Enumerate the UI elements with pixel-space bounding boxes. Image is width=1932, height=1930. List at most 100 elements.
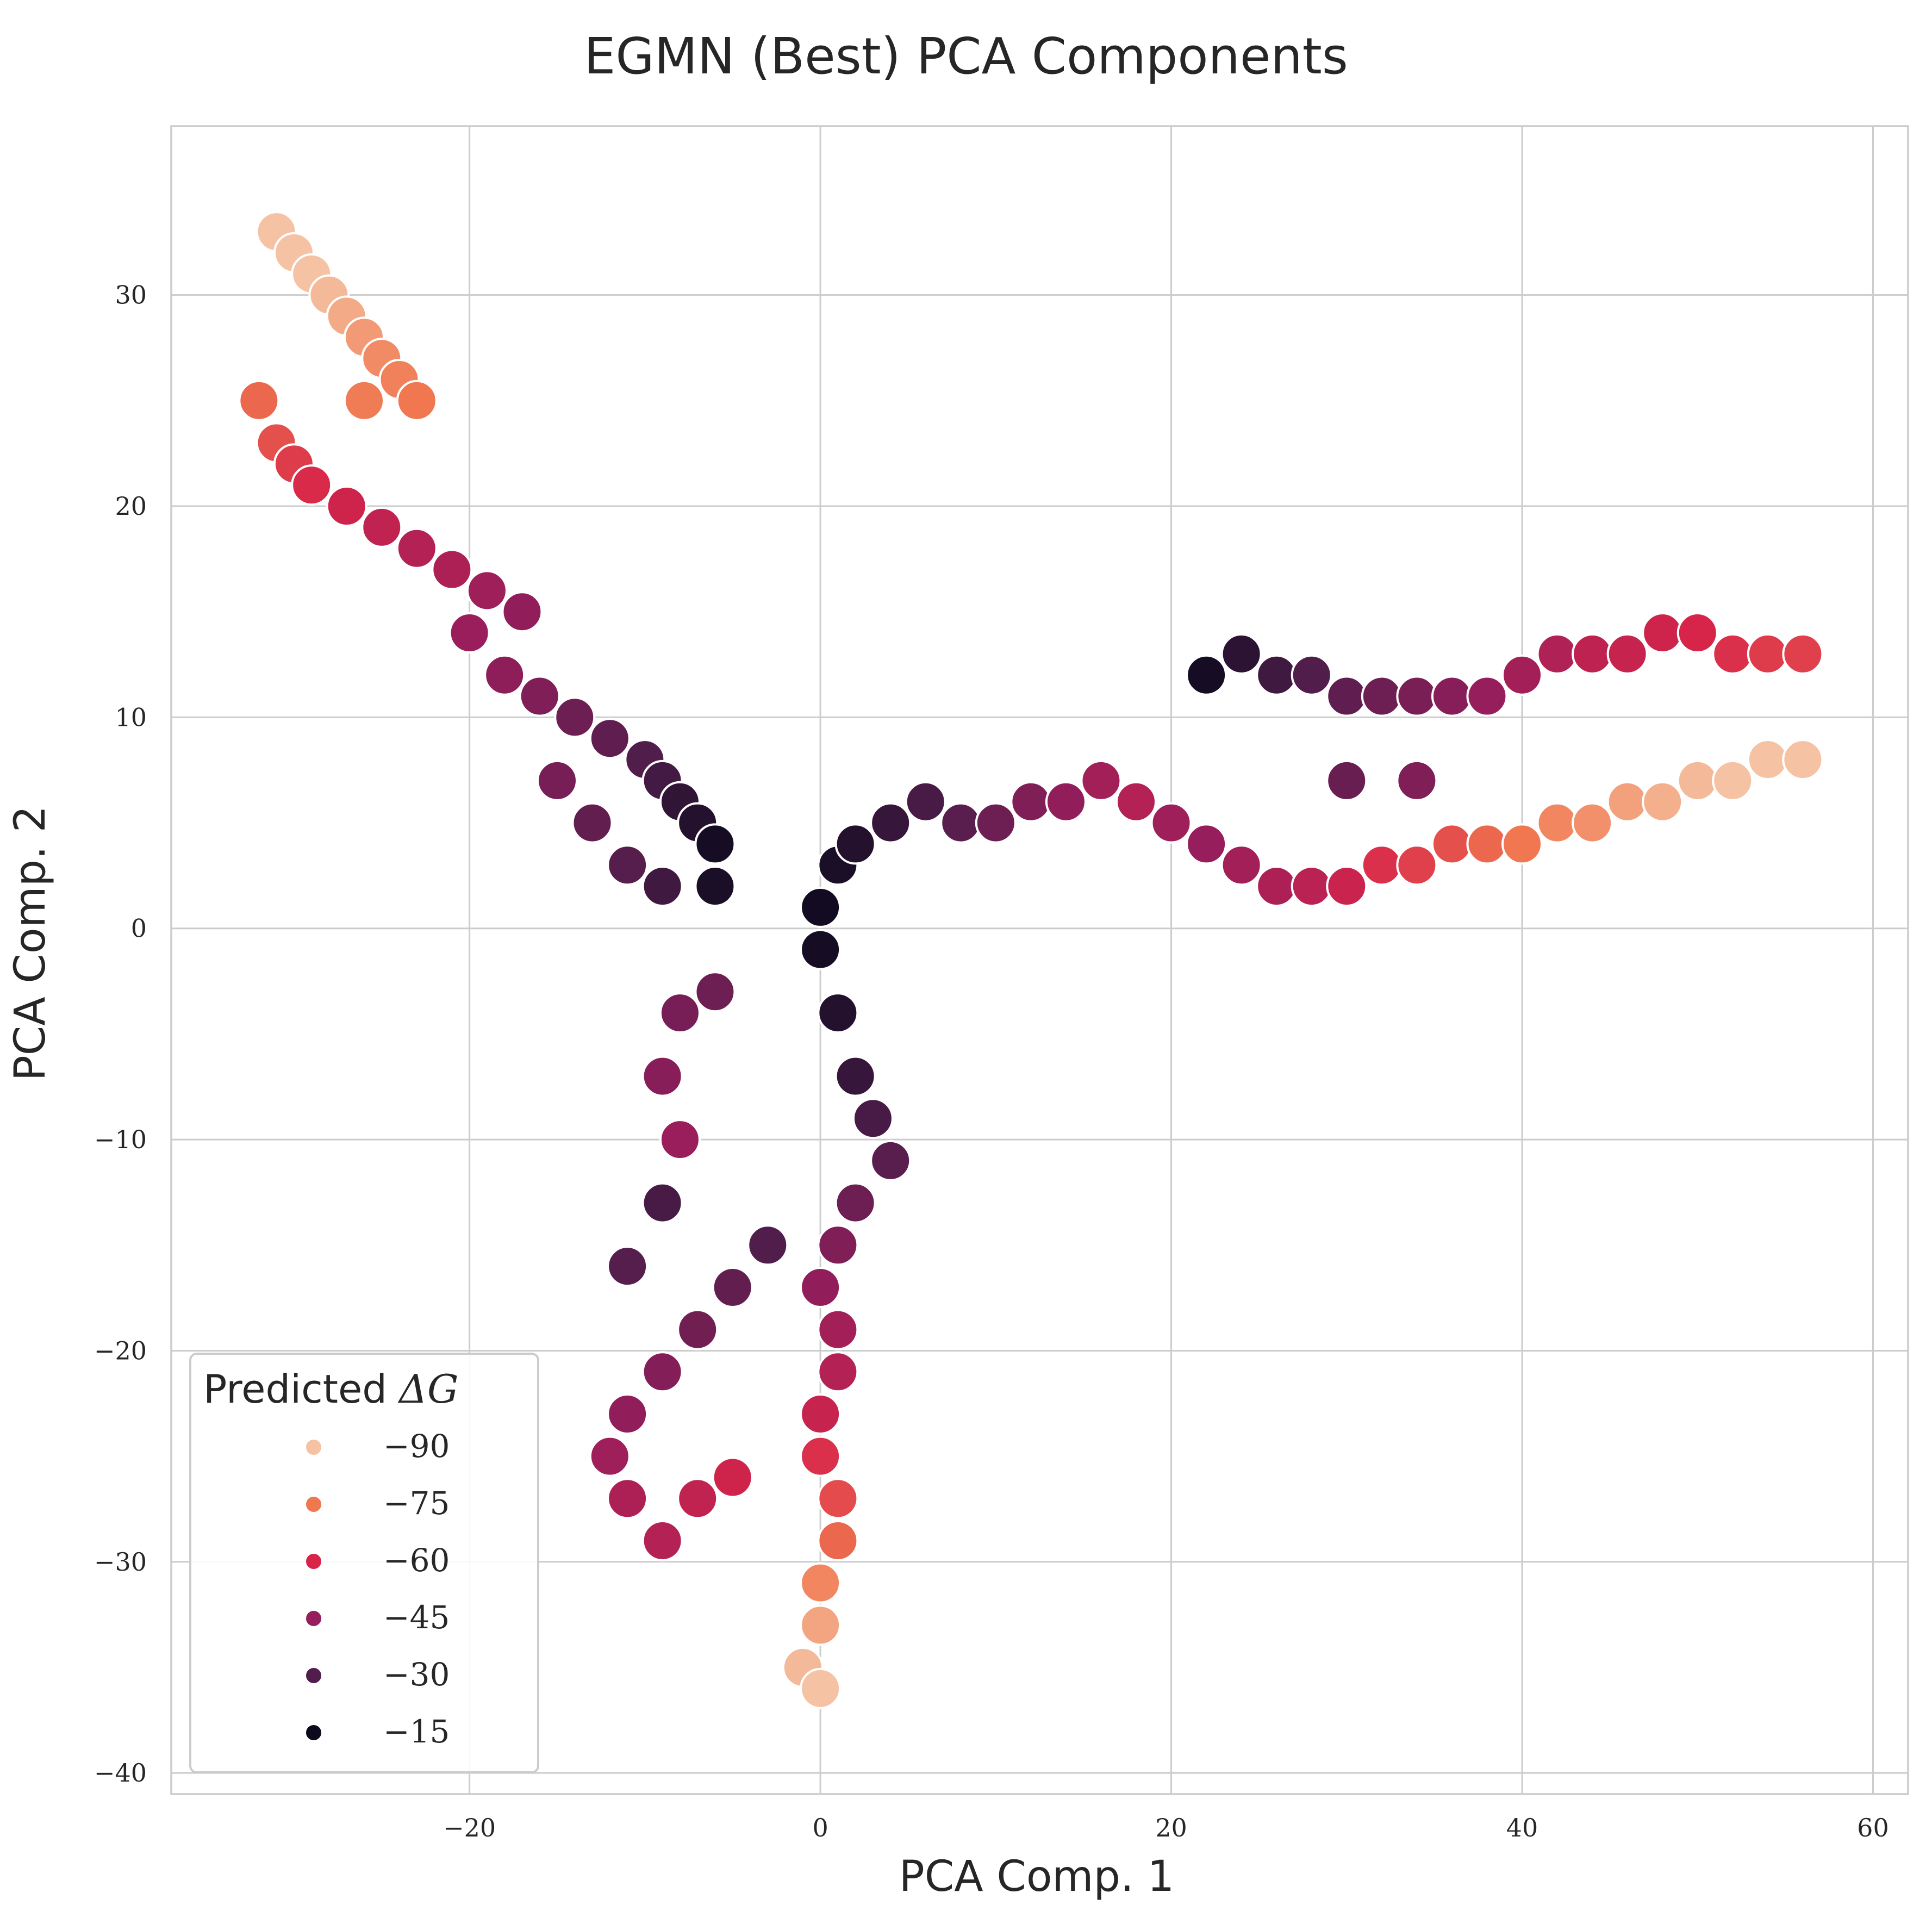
chart-title: EGMN (Best) PCA Components	[584, 27, 1348, 85]
legend-marker	[305, 1610, 322, 1627]
scatter-point	[641, 1182, 683, 1224]
scatter-point	[1642, 781, 1684, 823]
scatter-point	[1572, 633, 1613, 675]
scatter-point	[1782, 739, 1824, 781]
scatter-point	[1747, 633, 1788, 675]
scatter-point	[537, 759, 578, 801]
scatter-point	[448, 612, 490, 654]
scatter-point	[817, 1351, 859, 1393]
scatter-point	[870, 802, 912, 844]
scatter-point	[1712, 633, 1754, 675]
scatter-point	[1572, 802, 1613, 844]
scatter-point	[677, 1309, 719, 1350]
scatter-point	[694, 971, 736, 1013]
scatter-point	[1220, 633, 1262, 675]
scatter-point	[1361, 675, 1403, 717]
scatter-point	[975, 802, 1017, 844]
scatter-point	[1712, 759, 1754, 801]
scatter-point	[484, 654, 526, 696]
y-tick-label: 0	[131, 914, 147, 943]
scatter-point	[641, 1055, 683, 1097]
scatter-point	[694, 866, 736, 907]
scatter-point	[817, 1309, 859, 1350]
legend-marker	[305, 1667, 322, 1684]
scatter-point	[1291, 654, 1332, 696]
scatter-point	[800, 929, 842, 970]
scatter-point	[1150, 802, 1192, 844]
scatter-point	[1256, 866, 1298, 907]
legend-label: −75	[383, 1485, 450, 1522]
scatter-point	[1326, 759, 1368, 801]
scatter-point	[940, 802, 982, 844]
scatter-point	[1326, 866, 1368, 907]
scatter-point	[519, 675, 560, 717]
scatter-point	[1501, 654, 1543, 696]
scatter-point	[1501, 823, 1543, 865]
y-tick-label: −20	[94, 1336, 147, 1365]
scatter-point	[554, 696, 596, 738]
scatter-point	[466, 570, 508, 612]
scatter-point	[1010, 781, 1052, 823]
legend-label: −60	[383, 1542, 450, 1579]
scatter-point	[1782, 633, 1824, 675]
scatter-point	[1396, 675, 1438, 717]
scatter-point	[800, 1393, 842, 1435]
scatter-point	[677, 1478, 719, 1520]
legend-marker	[305, 1439, 322, 1456]
x-axis-label: PCA Comp. 1	[899, 1852, 1175, 1901]
scatter-point	[1326, 675, 1368, 717]
legend-label: −90	[383, 1428, 450, 1465]
legend-label: −15	[383, 1713, 450, 1750]
scatter-point	[641, 1351, 683, 1393]
scatter-point	[747, 1224, 789, 1266]
scatter-point	[1396, 844, 1438, 886]
scatter-point	[1396, 759, 1438, 801]
y-tick-label: −30	[94, 1547, 147, 1577]
legend-box	[189, 1353, 539, 1773]
scatter-point	[817, 992, 859, 1034]
scatter-point	[238, 379, 280, 421]
scatter-point	[1220, 844, 1262, 886]
scatter-point	[344, 379, 385, 421]
x-tick-label: 0	[812, 1813, 828, 1842]
legend-entries: −90 −75 −60 −45 −30 −15	[305, 1428, 450, 1750]
x-tick-label: −20	[443, 1813, 496, 1842]
scatter-point	[431, 549, 473, 590]
scatter-point	[641, 1520, 683, 1561]
scatter-point	[1186, 823, 1227, 865]
scatter-point	[607, 844, 649, 886]
y-tick-label: −10	[94, 1125, 147, 1154]
legend-label: −45	[383, 1599, 450, 1636]
scatter-point	[1642, 612, 1684, 654]
scatter-point	[641, 866, 683, 907]
scatter-point	[326, 485, 367, 527]
scatter-point	[1466, 823, 1508, 865]
scatter-point	[800, 1266, 842, 1308]
scatter-point	[1045, 781, 1087, 823]
plot-frame	[170, 125, 1909, 1795]
scatter-point	[712, 1456, 753, 1498]
scatter-point	[870, 1140, 912, 1181]
y-tick-label: −40	[94, 1758, 147, 1788]
legend-marker	[305, 1553, 322, 1570]
scatter-point	[589, 1435, 631, 1477]
scatter-point	[1466, 675, 1508, 717]
scatter-point	[396, 527, 438, 569]
scatter-point	[396, 379, 438, 421]
scatter-point	[817, 1520, 859, 1561]
scatter-point	[659, 992, 701, 1034]
scatter-point	[800, 1604, 842, 1646]
scatter-point	[834, 823, 876, 865]
scatter-point	[800, 1435, 842, 1477]
scatter-point	[659, 1119, 701, 1161]
scatter-point	[852, 1098, 894, 1140]
scatter-point	[501, 591, 543, 633]
y-tick-label: 30	[115, 281, 147, 310]
x-tick-label: 60	[1857, 1813, 1889, 1842]
tick-labels: −20 0 20 40 60 −40 −30 −20 −10 0 10 20 30	[94, 281, 1889, 1842]
scatter-point	[905, 781, 946, 823]
scatter-point	[1536, 802, 1578, 844]
legend-label: −30	[383, 1656, 450, 1693]
scatter-point	[571, 802, 613, 844]
